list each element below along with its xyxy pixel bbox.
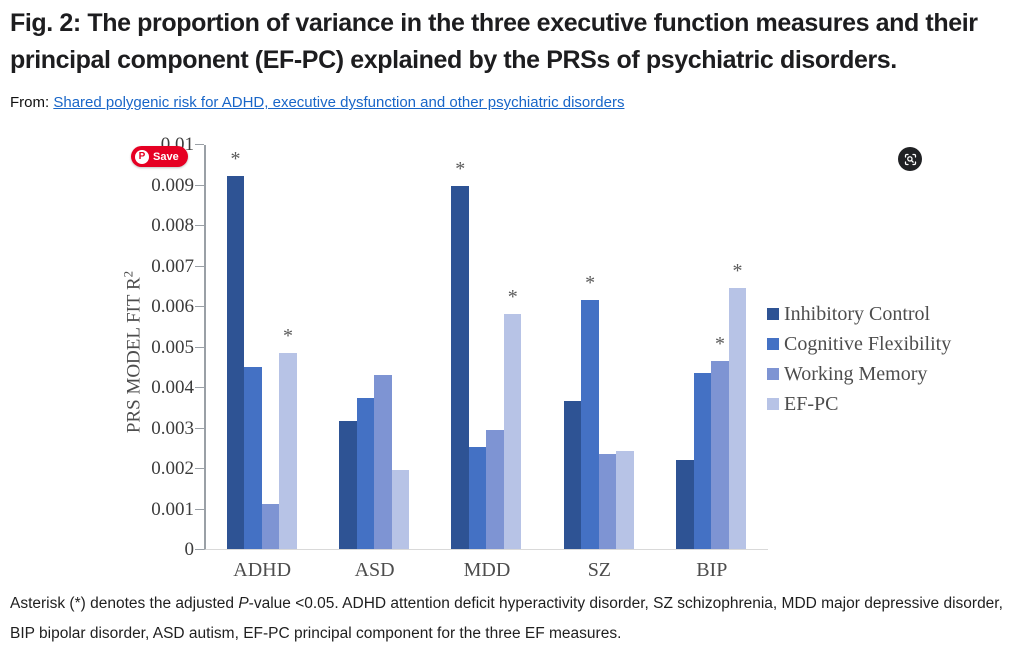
legend-swatch-icon: [767, 398, 779, 410]
legend-label: Inhibitory Control: [784, 302, 931, 325]
legend-swatch-icon: [767, 338, 779, 350]
bar-cognitive-flexibility-adhd: [244, 366, 262, 549]
caption-text-2: -value <0.05. ADHD attention deficit hyp…: [10, 595, 1003, 642]
significance-asterisk: *: [455, 157, 466, 180]
legend-label: EF-PC: [784, 392, 839, 415]
legend-item-cognitive-flexibility: Cognitive Flexibility: [767, 333, 951, 355]
significance-asterisk: *: [230, 148, 241, 171]
significance-asterisk: *: [715, 332, 725, 355]
bar-group-asd: ASD: [339, 374, 410, 581]
y-tick-label: 0.003: [151, 417, 194, 439]
pinterest-save-label: Save: [153, 150, 179, 163]
x-category-label: BIP: [696, 559, 728, 581]
significance-asterisk: *: [732, 259, 743, 282]
figure-title: Fig. 2: The proportion of variance in th…: [10, 9, 978, 74]
bar-inhibitory-control-asd: [339, 421, 357, 549]
bar-cognitive-flexibility-bip: [693, 372, 712, 549]
y-tick-label: 0.007: [151, 255, 194, 277]
y-tick-mark: [195, 265, 204, 267]
bar-inhibitory-control-mdd: *: [451, 158, 469, 549]
legend-label: Working Memory: [784, 362, 928, 385]
legend-label: Cognitive Flexibility: [784, 332, 952, 355]
bar-cognitive-flexibility-asd: [356, 398, 375, 549]
y-tick-label: 0.006: [151, 296, 194, 317]
chart-legend: Inhibitory Control Cognitive Flexibility W…: [767, 303, 951, 423]
pinterest-logo-icon: P: [135, 149, 149, 164]
image-search-lens-button[interactable]: [898, 147, 922, 171]
y-tick-label: 0.009: [151, 174, 194, 196]
y-tick-mark: [195, 427, 204, 429]
y-tick-label: 0: [184, 539, 195, 560]
bar-working-memory-bip: *: [711, 333, 729, 549]
caption-text-1: Asterisk (*) denotes the adjusted: [10, 595, 239, 612]
bar-ef-pc-asd: [391, 470, 410, 549]
y-tick-mark: [195, 306, 204, 307]
bar-ef-pc-sz: [616, 451, 634, 549]
legend-swatch-icon: [767, 308, 779, 320]
source-line: From: Shared polygenic risk for ADHD, ex…: [10, 94, 624, 111]
legend-swatch-icon: [767, 368, 779, 380]
x-category-label: ASD: [354, 559, 395, 581]
bar-ef-pc-bip: *: [728, 260, 747, 549]
bar-working-memory-adhd: [261, 504, 280, 549]
bar-working-memory-sz: [598, 453, 617, 549]
bar-group-bip: * * BIP: [676, 260, 747, 581]
y-tick-mark: [195, 144, 204, 145]
bar-inhibitory-control-adhd: *: [226, 148, 245, 549]
bar-inhibitory-control-bip: [676, 459, 694, 549]
lens-icon: [903, 152, 918, 167]
y-tick-mark: [195, 508, 204, 510]
legend-item-inhibitory-control: Inhibitory Control: [767, 303, 951, 325]
y-tick-label: 0.004: [151, 377, 194, 398]
caption-italic-p: P: [238, 595, 249, 612]
y-tick-mark: [195, 549, 204, 550]
x-category-label: ADHD: [233, 559, 292, 581]
y-tick-mark: [195, 184, 204, 186]
legend-item-ef-pc: EF-PC: [767, 393, 951, 415]
bar-ef-pc-mdd: *: [503, 286, 522, 549]
y-tick-mark: [195, 346, 204, 348]
pinterest-save-button[interactable]: P Save: [131, 146, 188, 167]
x-category-label: SZ: [587, 559, 612, 581]
x-category-label: MDD: [463, 559, 511, 581]
y-tick-label: 0.002: [151, 458, 194, 479]
y-tick-label: 0.005: [151, 336, 194, 358]
significance-asterisk: *: [507, 286, 518, 309]
y-tick-label: 0.001: [151, 498, 194, 520]
significance-asterisk: *: [585, 271, 596, 294]
bar-ef-pc-adhd: *: [279, 325, 297, 549]
legend-item-working-memory: Working Memory: [767, 363, 951, 385]
bar-group-adhd: * * ADHD: [226, 148, 298, 581]
bar-cognitive-flexibility-mdd: [468, 446, 487, 549]
bar-cognitive-flexibility-sz: *: [581, 272, 599, 549]
bar-group-sz: * SZ: [563, 272, 635, 581]
source-article-link[interactable]: Shared polygenic risk for ADHD, executiv…: [53, 94, 625, 111]
y-tick-mark: [195, 387, 204, 388]
bar-working-memory-asd: [374, 374, 392, 549]
plot-area: * * ADHD ASD * * MDD * SZ * * BIP: [204, 145, 768, 581]
from-label: From:: [10, 94, 50, 111]
bar-working-memory-mdd: [486, 429, 504, 549]
bar-inhibitory-control-sz: [563, 401, 582, 549]
y-tick-mark: [195, 225, 204, 226]
y-tick-mark: [195, 468, 204, 469]
significance-asterisk: *: [282, 324, 293, 347]
y-tick-label: 0.008: [151, 215, 194, 236]
bar-group-mdd: * * MDD: [451, 158, 522, 581]
figure-caption: Asterisk (*) denotes the adjusted P-valu…: [10, 589, 1020, 649]
